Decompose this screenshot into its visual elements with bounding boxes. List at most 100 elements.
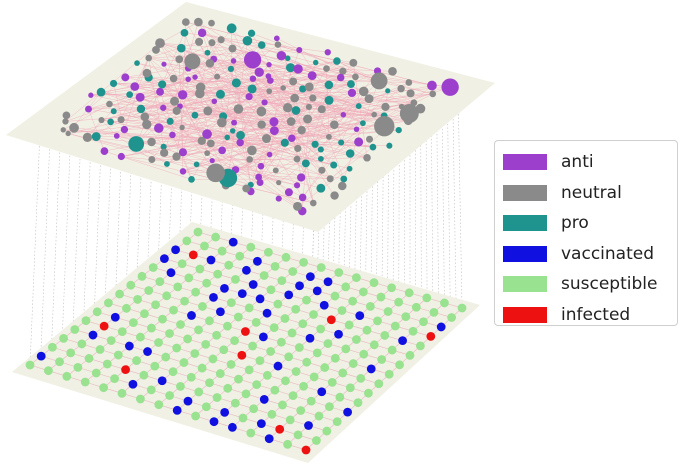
epidemic-node-susceptible [194,387,204,397]
opinion-node-anti [267,77,274,84]
opinion-edge [221,122,261,183]
epidemic-node-vaccinated [220,408,230,417]
epidemic-node-susceptible [177,259,187,269]
epidemic-node-susceptible [147,323,156,333]
epidemic-node-vaccinated [171,245,181,255]
opinion-edge [309,70,343,88]
opinion-edge [182,171,302,178]
opinion-edge [287,107,307,164]
epidemic-node-vaccinated [305,333,315,343]
epidemic-node-susceptible [390,321,400,331]
opinion-edge [343,114,385,117]
epidemic-node-susceptible [168,367,178,377]
opinion-node-neutral [381,102,390,111]
epidemic-node-vaccinated [284,290,294,300]
opinion-node-neutral [330,120,339,129]
interlayer-connector [50,138,61,372]
epidemic-node-susceptible [205,378,214,388]
opinion-node-pro [333,57,341,65]
epidemic-node-vaccinated [323,277,333,287]
epidemic-node-susceptible [59,334,68,343]
interlayer-connector [392,145,395,372]
epidemic-node-susceptible [291,367,301,376]
opinion-node-anti [427,80,437,91]
epidemic-node-susceptible [172,343,182,353]
opinion-node-neutral [142,119,152,130]
epidemic-node-susceptible [288,391,298,401]
epidemic-node-susceptible [148,263,158,272]
epidemic-node-susceptible [306,396,316,406]
opinion-node-neutral [339,67,347,75]
opinion-node-neutral [147,137,156,147]
epidemic-node-susceptible [377,355,387,364]
opinion-node-pro [286,63,296,73]
opinion-edge [301,82,409,131]
opinion-node-neutral [208,19,215,27]
opinion-node-neutral [338,181,347,191]
epidemic-node-susceptible [62,371,72,381]
legend-swatch-susceptible [503,276,547,293]
legend-swatch-neutral [503,184,547,201]
epidemic-node-susceptible [231,274,240,284]
opinion-node-anti [255,173,263,181]
epidemic-node-susceptible [140,309,149,319]
epidemic-node-susceptible [224,260,234,270]
opinion-node-pro [188,176,195,183]
opinion-edge [88,59,253,110]
opinion-node-neutral [145,54,152,62]
epidemic-node-susceptible [373,316,382,326]
epidemic-node-susceptible [104,298,113,308]
opinion-edge [340,91,364,143]
epidemic-node-susceptible [251,317,261,327]
epidemic-node-susceptible [405,350,415,360]
interlayer-connector [447,95,451,319]
opinion-edge [326,68,393,72]
interlayer-connector [386,150,389,377]
epidemic-node-susceptible [234,374,243,384]
opinion-edge [249,114,344,160]
epidemic-node-susceptible [162,291,172,301]
opinion-node-pro [193,161,200,168]
opinion-node-pro [338,139,345,146]
opinion-node-neutral [195,88,205,99]
opinion-node-neutral [257,120,266,129]
opinion-edge [159,42,233,49]
epidemic-node-susceptible [341,344,351,354]
opinion-node-pro [134,60,140,66]
epidemic-node-susceptible [298,319,308,329]
epidemic-node-susceptible [126,280,136,290]
opinion-node-neutral [204,150,211,157]
epidemic-node-susceptible [309,310,318,319]
epidemic-node-susceptible [244,365,254,375]
opinion-node-neutral [172,106,181,115]
epidemic-node-vaccinated [172,405,182,415]
opinion-node-pro [299,85,307,93]
opinion-node-pro [107,118,114,126]
opinion-node-anti [293,182,301,189]
opinion-node-anti [177,90,188,100]
opinion-node-anti [269,117,279,127]
epidemic-node-susceptible [352,335,361,344]
epidemic-node-susceptible [312,436,321,445]
epidemic-node-susceptible [80,377,90,387]
epidemic-node-susceptible [320,363,330,372]
epidemic-node-susceptible [244,303,254,313]
epidemic-node-vaccinated [355,311,365,321]
opinion-edge [320,141,359,160]
opinion-node-neutral [410,99,418,107]
epidemic-node-vaccinated [209,293,218,302]
opinion-node-anti [256,179,264,186]
opinion-node-neutral [206,163,225,183]
epidemic-node-susceptible [380,331,390,340]
epidemic-node-susceptible [330,353,340,363]
legend-label-susceptible: susceptible [561,274,658,295]
epidemic-node-vaccinated [220,283,229,293]
epidemic-node-susceptible [211,232,221,242]
epidemic-node-susceptible [238,413,248,423]
epidemic-node-susceptible [144,286,154,295]
opinion-node-anti [202,129,212,139]
epidemic-node-susceptible [201,402,211,412]
opinion-node-neutral [169,74,178,83]
epidemic-node-susceptible [429,307,439,317]
epidemic-node-vaccinated [366,364,376,374]
